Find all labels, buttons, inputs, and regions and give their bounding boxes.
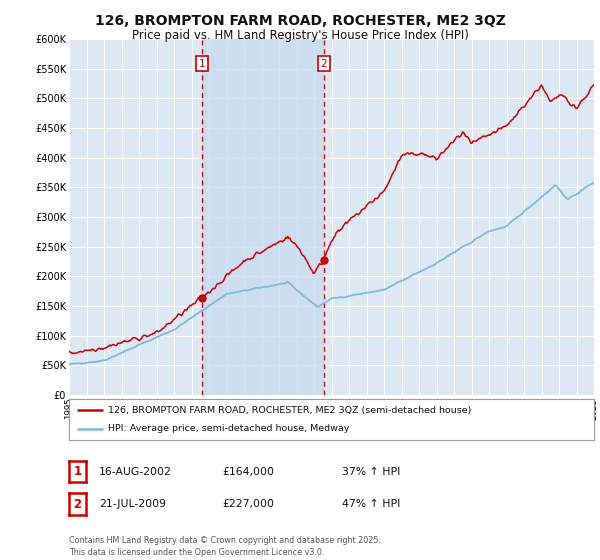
Text: 126, BROMPTON FARM ROAD, ROCHESTER, ME2 3QZ: 126, BROMPTON FARM ROAD, ROCHESTER, ME2 … bbox=[95, 14, 505, 28]
Text: £164,000: £164,000 bbox=[222, 466, 274, 477]
Text: 1: 1 bbox=[73, 465, 82, 478]
Text: 37% ↑ HPI: 37% ↑ HPI bbox=[342, 466, 400, 477]
Text: HPI: Average price, semi-detached house, Medway: HPI: Average price, semi-detached house,… bbox=[109, 424, 350, 433]
Text: Contains HM Land Registry data © Crown copyright and database right 2025.
This d: Contains HM Land Registry data © Crown c… bbox=[69, 536, 381, 557]
Text: 2: 2 bbox=[320, 59, 327, 69]
Text: 126, BROMPTON FARM ROAD, ROCHESTER, ME2 3QZ (semi-detached house): 126, BROMPTON FARM ROAD, ROCHESTER, ME2 … bbox=[109, 405, 472, 414]
Text: 16-AUG-2002: 16-AUG-2002 bbox=[99, 466, 172, 477]
Text: £227,000: £227,000 bbox=[222, 499, 274, 509]
Text: 21-JUL-2009: 21-JUL-2009 bbox=[99, 499, 166, 509]
Text: 1: 1 bbox=[199, 59, 206, 69]
Text: 47% ↑ HPI: 47% ↑ HPI bbox=[342, 499, 400, 509]
Text: Price paid vs. HM Land Registry's House Price Index (HPI): Price paid vs. HM Land Registry's House … bbox=[131, 29, 469, 42]
Text: 2: 2 bbox=[73, 497, 82, 511]
Bar bbox=[202, 39, 323, 395]
